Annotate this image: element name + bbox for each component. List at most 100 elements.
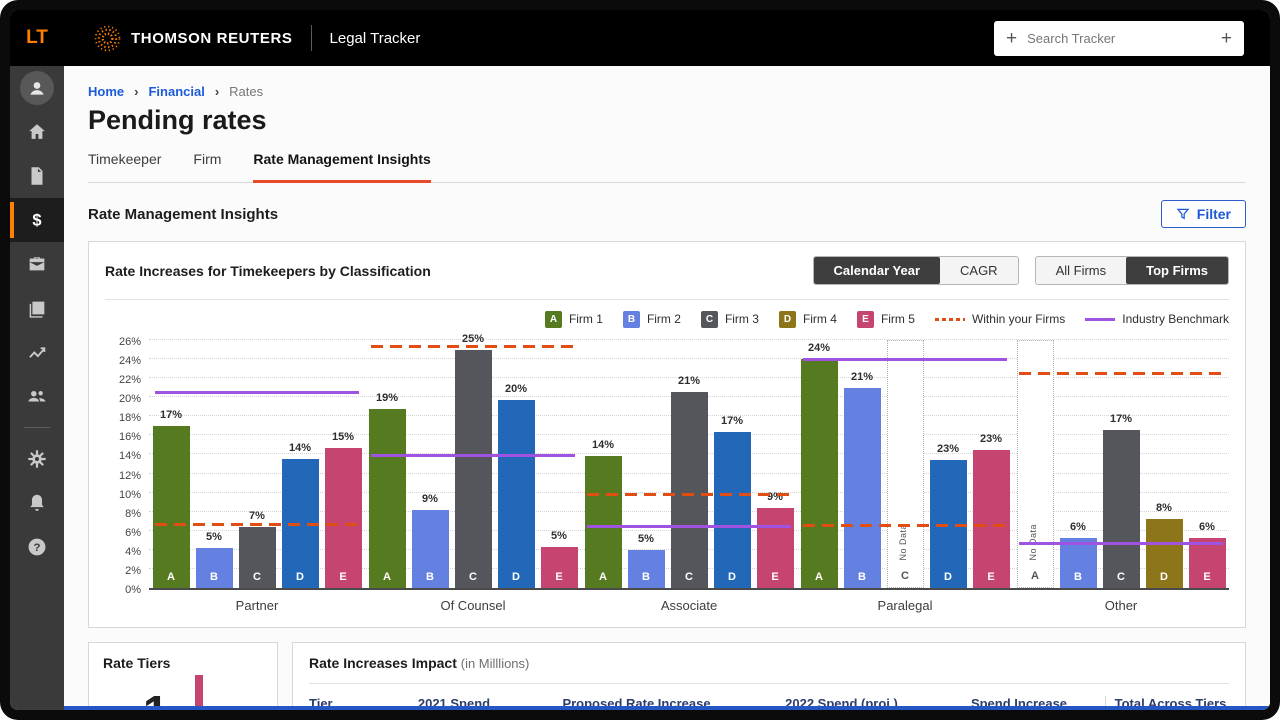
no-data-label: No Data xyxy=(898,524,908,561)
sidebar-item-library[interactable] xyxy=(10,286,64,330)
bar-c: 7%C xyxy=(239,527,276,588)
app-window: LT $ xyxy=(10,10,1270,710)
y-tick-label: 6% xyxy=(125,527,141,539)
bar-groups: 17%A5%B7%C14%D15%E19%A9%B25%C20%D5%E14%A… xyxy=(149,342,1229,588)
search-input[interactable] xyxy=(1027,31,1211,46)
toggle-group-0: Calendar YearCAGR xyxy=(813,256,1019,285)
y-tick-label: 0% xyxy=(125,584,141,596)
briefcase-icon xyxy=(26,253,48,275)
bar-value-label: 17% xyxy=(721,415,743,427)
breadcrumb-chevron-icon: › xyxy=(215,84,219,99)
industry-benchmark-line xyxy=(587,525,791,528)
bar-no-data-a: No DataA xyxy=(1017,340,1054,588)
legend-item-firm-2: BFirm 2 xyxy=(623,311,681,328)
sidebar-item-help[interactable]: ? xyxy=(10,525,64,569)
toggle-option-top-firms[interactable]: Top Firms xyxy=(1126,257,1228,284)
breadcrumb-chevron-icon: › xyxy=(134,84,138,99)
sidebar-item-analytics[interactable] xyxy=(10,330,64,374)
sidebar-item-people[interactable] xyxy=(10,374,64,418)
add-icon[interactable]: + xyxy=(1221,29,1232,48)
bottom-accent-strip xyxy=(64,706,1270,710)
bar-value-label: 5% xyxy=(638,533,654,545)
sidebar-item-documents[interactable] xyxy=(10,154,64,198)
breadcrumb-financial[interactable]: Financial xyxy=(148,84,204,99)
bar-a: 24%A xyxy=(801,359,838,588)
bar-e: 23%E xyxy=(973,450,1010,588)
main-area: THOMSON REUTERS Legal Tracker + + Home›F… xyxy=(64,10,1270,710)
y-tick-label: 12% xyxy=(119,470,141,482)
industry-benchmark-line xyxy=(155,391,359,394)
chart-panel: Rate Increases for Timekeepers by Classi… xyxy=(88,241,1246,628)
home-icon xyxy=(26,121,48,143)
bar-d: 8%D xyxy=(1146,519,1183,588)
legend-swatch-icon: E xyxy=(857,311,874,328)
svg-text:?: ? xyxy=(34,542,41,554)
sidebar-item-settings[interactable] xyxy=(10,437,64,481)
x-axis-label-partner: Partner xyxy=(149,598,365,613)
bar-e: 6%E xyxy=(1189,538,1226,588)
bar-value-label: 17% xyxy=(1110,413,1132,425)
industry-benchmark-line xyxy=(1019,542,1223,545)
bar-no-data-c: No DataC xyxy=(887,340,924,588)
tab-firm[interactable]: Firm xyxy=(193,151,221,182)
bar-letter: C xyxy=(1103,571,1140,583)
bars-row: No DataA6%B 17% C 8%D6%E xyxy=(1013,340,1229,588)
sidebar-item-profile[interactable] xyxy=(10,66,64,110)
rate-tiers-title: Rate Tiers xyxy=(103,655,263,671)
bar-value-label: 17% xyxy=(160,409,182,421)
chart-title: Rate Increases for Timekeepers by Classi… xyxy=(105,263,431,279)
toggle-option-calendar-year[interactable]: Calendar Year xyxy=(814,257,940,284)
bars-row: 24%A21%BNo DataC23%D23%E xyxy=(797,340,1013,588)
bar-group-other: No DataA6%B 17% C 8%D6%E xyxy=(1013,342,1229,588)
toggle-option-all-firms[interactable]: All Firms xyxy=(1036,257,1127,284)
chart-toggles: Calendar YearCAGR All FirmsTop Firms xyxy=(813,256,1229,285)
legend-label: Firm 2 xyxy=(647,312,681,326)
x-axis-label-of-counsel: Of Counsel xyxy=(365,598,581,613)
bar-letter: A xyxy=(369,571,406,583)
x-axis-label-other: Other xyxy=(1013,598,1229,613)
y-tick-label: 14% xyxy=(119,450,141,462)
within-your-firms-line xyxy=(803,524,1007,527)
sidebar: LT $ xyxy=(10,10,64,710)
page-title: Pending rates xyxy=(88,105,1246,139)
chart-legend: AFirm 1BFirm 2CFirm 3DFirm 4EFirm 5Withi… xyxy=(105,308,1229,330)
within-your-firms-line xyxy=(587,493,791,496)
bar-e: 15%E xyxy=(325,448,362,588)
tab-timekeeper[interactable]: Timekeeper xyxy=(88,151,161,182)
legend-item-industry-benchmark: Industry Benchmark xyxy=(1085,312,1229,326)
search-plus-icon[interactable]: + xyxy=(1006,29,1017,48)
bar-d: 17%D xyxy=(714,432,751,588)
sidebar-item-notifications[interactable] xyxy=(10,481,64,525)
bar-letter: D xyxy=(282,571,319,583)
sidebar-item-home[interactable] xyxy=(10,110,64,154)
breadcrumb-home[interactable]: Home xyxy=(88,84,124,99)
bar-b: 6%B xyxy=(1060,538,1097,588)
bar-value-label: 6% xyxy=(1070,521,1086,533)
legend-label: Firm 4 xyxy=(803,312,837,326)
section-header-row: Rate Management Insights Filter xyxy=(88,199,1246,229)
chart-panel-header: Rate Increases for Timekeepers by Classi… xyxy=(105,242,1229,300)
bar-letter: E xyxy=(541,571,578,583)
bar-letter: E xyxy=(973,571,1010,583)
tab-rate-management-insights[interactable]: Rate Management Insights xyxy=(253,151,430,182)
filter-button[interactable]: Filter xyxy=(1161,200,1246,228)
bar-letter: D xyxy=(930,571,967,583)
toggle-option-cagr[interactable]: CAGR xyxy=(940,257,1018,284)
y-axis: 0%2%4%6%8%10%12%14%16%18%20%22%24%26% xyxy=(105,342,149,590)
search-box[interactable]: + + xyxy=(994,21,1244,56)
x-axis-label-paralegal: Paralegal xyxy=(797,598,1013,613)
bar-letter: C xyxy=(671,571,708,583)
bar-d: 20%D xyxy=(498,400,535,588)
bar-e: 9%E xyxy=(757,508,794,588)
chart: 0%2%4%6%8%10%12%14%16%18%20%22%24%26% 17… xyxy=(105,342,1229,613)
sidebar-item-financial[interactable]: $ xyxy=(10,198,64,242)
y-tick-label: 18% xyxy=(119,412,141,424)
bar-value-label: 6% xyxy=(1199,521,1215,533)
y-tick-label: 24% xyxy=(119,355,141,367)
filter-label: Filter xyxy=(1197,206,1231,222)
plot-wrap: 17%A5%B7%C14%D15%E19%A9%B25%C20%D5%E14%A… xyxy=(149,342,1229,613)
sidebar-item-matters[interactable] xyxy=(10,242,64,286)
bar-letter: A xyxy=(585,571,622,583)
bar-letter: A xyxy=(1018,570,1053,582)
bottom-row: Rate Tiers 1 Rate Increases Impact xyxy=(88,642,1246,710)
